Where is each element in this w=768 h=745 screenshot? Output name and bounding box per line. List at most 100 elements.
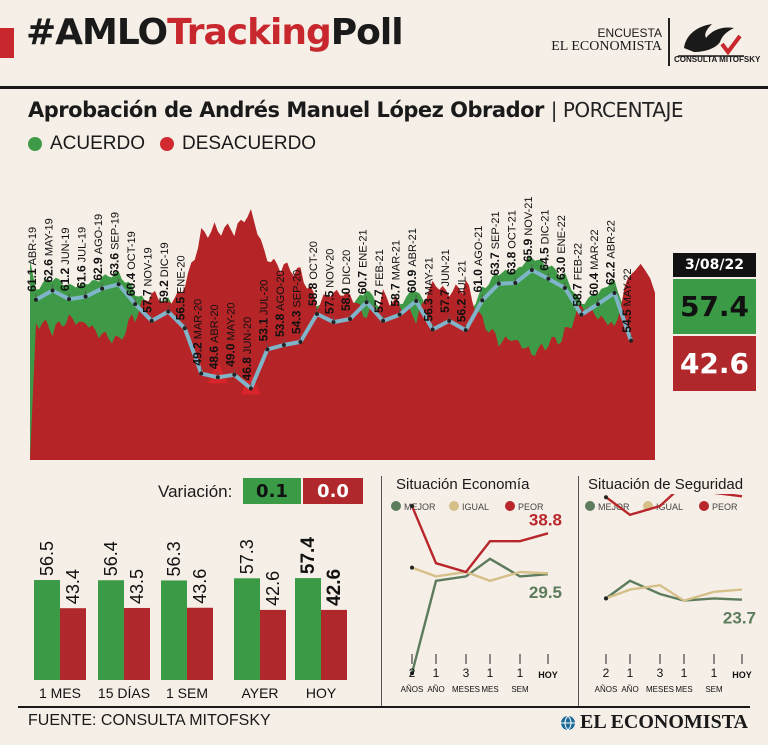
point-value: 63.0	[554, 256, 568, 280]
point-date: DIC-19	[159, 242, 171, 277]
survey-publisher: EL ECONOMISTA	[551, 39, 662, 54]
series-line	[605, 583, 743, 602]
point-date: FEB-22	[572, 243, 584, 280]
point-value: 65.9	[521, 238, 535, 262]
point-value: 56.2	[455, 298, 469, 322]
data-point	[629, 338, 633, 343]
x-tick-label: HOY	[732, 670, 752, 680]
legend-desacuerdo: DESACUERDO	[160, 133, 316, 155]
point-value: 60.9	[405, 269, 419, 293]
start-point	[604, 596, 608, 601]
point-date: JUL-20	[258, 280, 270, 315]
variation-desacuerdo: 0.0	[303, 478, 363, 504]
point-date: JUN-21	[440, 249, 452, 286]
point-date: MAY-19	[44, 218, 56, 256]
point-date: MAY-22	[622, 268, 634, 306]
data-point	[447, 318, 452, 323]
point-value: 48.6	[207, 346, 221, 370]
point-label: 57.7 FEB-21	[372, 249, 386, 313]
point-value: 58.7	[389, 283, 403, 307]
data-point	[480, 298, 485, 303]
bar-acuerdo	[98, 580, 124, 680]
x-tick-sublabel: AÑO	[427, 685, 444, 694]
point-date: NOV-21	[523, 197, 535, 236]
point-date: JUL-21	[457, 260, 469, 295]
point-label: 61.1 ABR-19	[25, 227, 39, 292]
point-date: DIC-20	[341, 250, 353, 285]
point-label: 56.2 JUL-21	[455, 260, 469, 322]
bar-label-acuerdo: 56.5	[37, 541, 57, 576]
bar-acuerdo	[34, 580, 60, 680]
data-point	[248, 386, 253, 391]
data-point	[595, 302, 600, 307]
bar-category-label: HOY	[306, 685, 337, 701]
data-point	[546, 276, 551, 281]
series-line	[410, 557, 549, 674]
x-tick-sublabel: MES	[675, 685, 692, 694]
point-label: 60.4 MAR-22	[587, 229, 601, 296]
legend-dot-icon	[391, 501, 401, 511]
bar-category-label: 1 SEM	[166, 685, 208, 701]
series-line	[605, 494, 743, 517]
legend-label: MEJOR	[404, 502, 436, 512]
point-date: OCT-21	[506, 210, 518, 249]
point-date: SEP-21	[490, 211, 502, 249]
x-tick-sublabel: SEM	[511, 685, 529, 694]
x-tick-sublabel: SEM	[705, 685, 723, 694]
data-point	[463, 328, 468, 333]
x-tick-label: 1	[681, 666, 688, 680]
data-point	[281, 343, 286, 348]
point-date: DIC-21	[539, 209, 551, 244]
point-label: 53.8 AGO-20	[273, 270, 287, 337]
point-label: 58.8 OCT-20	[306, 241, 320, 306]
bar-desacuerdo	[60, 608, 86, 680]
current-date-badge: 3/08/22	[673, 253, 756, 277]
point-date: OCT-20	[308, 241, 320, 280]
bar-label-acuerdo: 57.3	[237, 539, 257, 574]
seguridad-title: Situación de Seguridad	[588, 476, 744, 493]
point-label: 59.2 DIC-19	[157, 242, 171, 303]
point-date: AGO-19	[93, 214, 105, 254]
bar-acuerdo	[295, 578, 321, 680]
x-tick-label: 1	[487, 666, 494, 680]
bar-category-label: AYER	[241, 685, 278, 701]
data-point	[579, 312, 584, 317]
point-label: 62.9 AGO-19	[91, 214, 105, 281]
data-point	[166, 309, 171, 314]
point-value: 61.0	[471, 269, 485, 293]
bar-label-desacuerdo: 43.5	[127, 569, 147, 604]
point-value: 59.2	[157, 280, 171, 304]
point-date: MAY-21	[424, 257, 436, 295]
data-point	[513, 281, 518, 286]
legend-dot-icon	[585, 501, 595, 511]
point-label: 57.5 NOV-20	[323, 249, 337, 315]
point-date: NOV-20	[325, 249, 337, 288]
point-date: MAY-20	[225, 303, 237, 341]
chart-title: Aprobación de Andrés Manuel López Obrado…	[28, 98, 683, 122]
point-label: 58.7 FEB-22	[570, 243, 584, 307]
x-tick-label: 2	[603, 666, 610, 680]
panel-divider-2	[578, 476, 579, 708]
point-value: 54.5	[620, 309, 634, 333]
point-date: NOV-19	[143, 247, 155, 286]
x-tick-sublabel: AÑO	[621, 685, 638, 694]
legend-label: IGUAL	[462, 502, 489, 512]
legend-dot-icon	[699, 501, 709, 511]
point-label: 62.6 MAY-19	[42, 218, 56, 282]
bar-label-acuerdo: 57.4	[298, 537, 319, 574]
data-point	[331, 320, 336, 325]
data-point	[116, 282, 121, 287]
green-dot-icon	[28, 137, 42, 151]
point-label: 60.9 ABR-21	[405, 228, 419, 293]
x-tick-label: 2	[409, 666, 416, 680]
point-label: 60.7 ENE-21	[356, 229, 370, 294]
point-date: ABR-19	[27, 227, 39, 266]
point-date: ENE-21	[358, 229, 370, 268]
x-tick-label: 1	[517, 666, 524, 680]
series-line	[605, 579, 743, 602]
footer-brand: EL ECONOMISTA	[560, 711, 748, 734]
point-value: 61.6	[75, 265, 89, 289]
point-value: 53.8	[273, 313, 287, 337]
point-date: JUN-20	[242, 317, 254, 354]
x-tick-label: 3	[657, 666, 664, 680]
